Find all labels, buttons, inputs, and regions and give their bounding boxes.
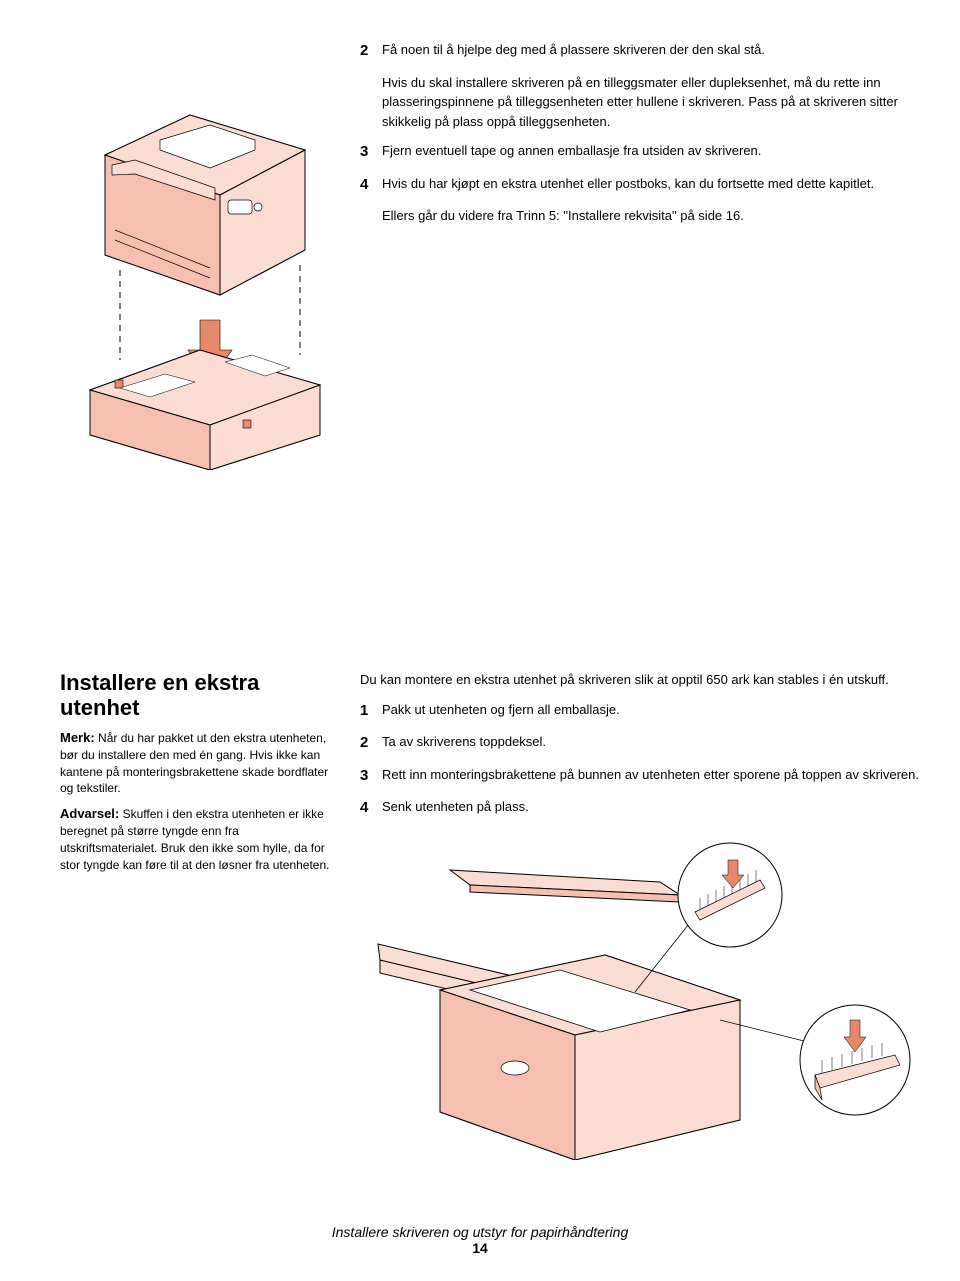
printer-stacking-illustration — [60, 40, 330, 470]
step-number: 4 — [360, 174, 382, 197]
substep-number: 3 — [360, 765, 382, 788]
step-number: 2 — [360, 40, 382, 63]
output-unit-illustration — [360, 840, 920, 1160]
advarsel-paragraph: Advarsel: Skuffen i den ekstra utenheten… — [60, 805, 330, 874]
step-number: 3 — [360, 141, 382, 164]
substep-4: 4 Senk utenheten på plass. — [360, 797, 920, 820]
merk-text: Når du har pakket ut den ekstra utenhete… — [60, 731, 328, 796]
section-sidebar: Installere en ekstra utenhet Merk: Når d… — [60, 670, 330, 1160]
merk-paragraph: Merk: Når du har pakket ut den ekstra ut… — [60, 729, 330, 798]
merk-label: Merk: — [60, 730, 95, 745]
substep-text: Rett inn monteringsbrakettene på bunnen … — [382, 765, 920, 788]
page-footer: Installere skriveren og utstyr for papir… — [0, 1224, 960, 1256]
substep-text: Ta av skriverens toppdeksel. — [382, 732, 920, 755]
step-4-continuation: Ellers går du videre fra Trinn 5: "Insta… — [382, 206, 900, 226]
step-text: Fjern eventuell tape og annen emballasje… — [382, 141, 900, 164]
substep-1: 1 Pakk ut utenheten og fjern all emballa… — [360, 700, 920, 723]
substep-number: 4 — [360, 797, 382, 820]
step-4: 4 Hvis du har kjøpt en ekstra utenhet el… — [360, 174, 900, 197]
step-2: 2 Få noen til å hjelpe deg med å plasser… — [360, 40, 900, 63]
footer-page-number: 14 — [0, 1240, 960, 1256]
footer-title: Installere skriveren og utstyr for papir… — [332, 1224, 628, 1240]
substep-text: Senk utenheten på plass. — [382, 797, 920, 820]
substep-2: 2 Ta av skriverens toppdeksel. — [360, 732, 920, 755]
step-3: 3 Fjern eventuell tape og annen emballas… — [360, 141, 900, 164]
top-steps: 2 Få noen til å hjelpe deg med å plasser… — [360, 40, 900, 470]
section-intro: Du kan montere en ekstra utenhet på skri… — [360, 670, 920, 690]
substep-number: 1 — [360, 700, 382, 723]
substep-text: Pakk ut utenheten og fjern all emballasj… — [382, 700, 920, 723]
substep-3: 3 Rett inn monteringsbrakettene på bunne… — [360, 765, 920, 788]
section-heading: Installere en ekstra utenhet — [60, 670, 330, 721]
step-text: Hvis du har kjøpt en ekstra utenhet elle… — [382, 174, 900, 197]
section-body: Du kan montere en ekstra utenhet på skri… — [360, 670, 920, 1160]
step-2-continuation: Hvis du skal installere skriveren på en … — [382, 73, 900, 132]
advarsel-label: Advarsel: — [60, 806, 119, 821]
step-text: Få noen til å hjelpe deg med å plassere … — [382, 40, 900, 63]
substep-number: 2 — [360, 732, 382, 755]
